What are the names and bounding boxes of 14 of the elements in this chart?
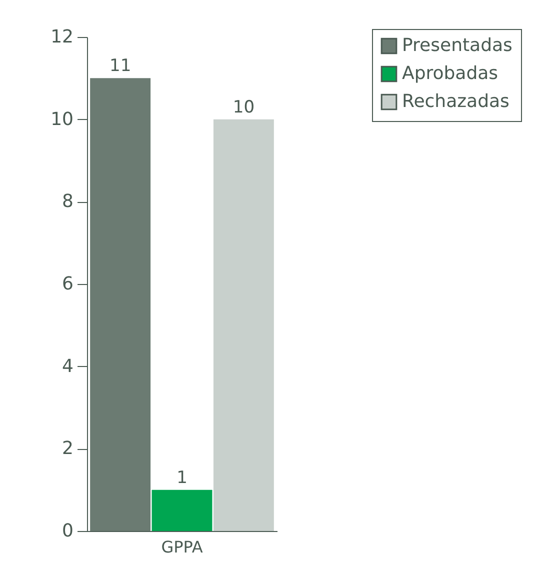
legend-label: Rechazadas — [402, 91, 510, 112]
data-label: 11 — [109, 56, 132, 76]
y-tick-label: 12 — [50, 26, 74, 48]
data-label: 1 — [176, 468, 188, 488]
y-tick-label: 2 — [62, 438, 74, 460]
y-tick-label: 10 — [50, 108, 74, 130]
legend-label: Presentadas — [402, 35, 512, 56]
data-label: 10 — [232, 97, 255, 118]
x-tick-label: GPPA — [161, 538, 203, 556]
y-tick-label: 8 — [62, 191, 74, 212]
y-tick-label: 0 — [62, 520, 74, 542]
y-tick-label: 4 — [62, 356, 74, 377]
y-tick-label: 6 — [62, 274, 74, 294]
legend-label: Aprobadas — [402, 63, 498, 84]
